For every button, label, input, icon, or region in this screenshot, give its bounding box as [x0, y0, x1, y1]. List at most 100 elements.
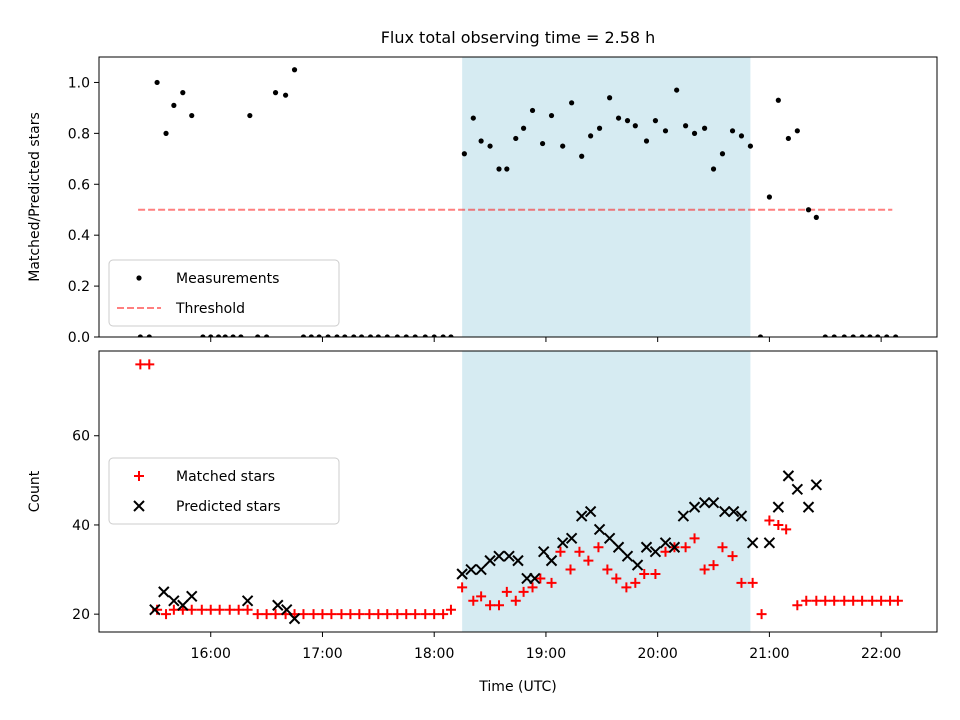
matched-stars-point [736, 577, 747, 588]
predicted-stars-point [603, 532, 616, 545]
predicted-stars-point [556, 537, 569, 549]
predicted-stars-point [529, 572, 541, 585]
legend-measurement-marker [136, 275, 142, 281]
legend-label: Matched stars [176, 469, 275, 485]
matched-stars-point [224, 604, 235, 615]
x-tick-label: 21:00 [749, 646, 789, 662]
measurement-point [222, 334, 228, 337]
predicted-stars-point [631, 559, 644, 571]
measurement-point [674, 87, 680, 93]
measurement-point [448, 334, 454, 337]
plot-marks [135, 359, 903, 625]
predicted-stars-point [456, 568, 468, 580]
matched-stars-point [270, 609, 281, 620]
predicted-stars-point [649, 546, 662, 558]
y-tick-label: 1.0 [68, 75, 90, 91]
matched-stars-point [168, 604, 179, 615]
matched-stars-point [308, 609, 319, 620]
matched-stars-point [717, 542, 728, 553]
y-axis-label: Matched/Predicted stars [27, 112, 43, 282]
predicted-stars-point [565, 532, 578, 545]
matched-stars-point [593, 542, 604, 553]
matched-stars-point [839, 595, 850, 606]
axes-frame [98, 350, 938, 633]
y-tick-label: 0.2 [68, 279, 90, 295]
measurement-point [683, 123, 689, 129]
matched-stars-point [527, 582, 538, 593]
predicted-stars-point [475, 563, 487, 576]
matched-stars-point [583, 555, 594, 566]
matched-stars-point [317, 609, 328, 620]
measurement-point [805, 207, 812, 213]
measurement-point [487, 143, 493, 149]
matched-stars-point [611, 573, 622, 584]
y-tick-label: 0.6 [68, 177, 90, 193]
matched-stars-point [135, 359, 146, 370]
measurement-point [831, 334, 837, 337]
measurement-point [504, 166, 510, 172]
matched-stars-point [680, 542, 691, 553]
y-tick-label: 20 [72, 607, 90, 623]
predicted-stars-point [727, 505, 740, 518]
predicted-stars-point [718, 505, 731, 518]
matched-stars-point [410, 609, 421, 620]
measurement-point [513, 135, 519, 142]
measurement-point [375, 334, 381, 337]
predicted-stars-point [512, 554, 524, 567]
matched-stars-point [382, 609, 393, 620]
predicted-stars-point [593, 523, 606, 536]
predicted-stars-point [763, 537, 776, 549]
measurement-point [560, 143, 566, 149]
matched-stars-point [214, 604, 225, 615]
measurement-point [440, 334, 446, 337]
measurement-point [431, 334, 437, 337]
matched-stars-point [689, 533, 700, 544]
measurement-point [137, 334, 143, 337]
measurement-point [520, 125, 527, 131]
measurement-point [264, 334, 270, 337]
x-tick-label: 20:00 [637, 646, 677, 662]
predicted-stars-point [707, 496, 720, 509]
measurement-point [154, 79, 160, 86]
predicted-stars-point [621, 550, 634, 562]
bottom-panel-counts: 20 40 60 16:00 17:00 18:00 19:00 20:00 21:00 22:0… [27, 350, 938, 662]
matched-stars-point [876, 595, 887, 606]
matched-stars-point [792, 600, 803, 611]
legend-box [108, 457, 340, 525]
measurement-point [710, 166, 717, 172]
matched-stars-point [196, 604, 207, 615]
measurement-point [729, 128, 736, 134]
matched-stars-point [857, 595, 868, 606]
matched-stars-point [708, 560, 719, 571]
predicted-stars-point [465, 563, 477, 576]
matched-stars-point [518, 586, 529, 597]
top-panel-ratio: 0.0 0.2 0.4 0.6 0.8 1.0 Matched/Predicted star… [27, 56, 938, 346]
predicted-stars-point [640, 541, 653, 553]
y-tick-label: 0.8 [68, 126, 90, 142]
measurement-point [461, 151, 467, 157]
x-tick-label: 19:00 [526, 646, 566, 662]
predicted-stars-point [484, 554, 496, 567]
measurement-point [766, 194, 773, 200]
matched-stars-point [781, 524, 792, 535]
measurement-point [351, 334, 357, 337]
matched-stars-point [364, 609, 375, 620]
y-axis-label: Count [27, 470, 43, 512]
measurement-point [596, 125, 603, 131]
measurement-point [282, 92, 289, 98]
observing-span [462, 57, 751, 337]
measurement-point [893, 334, 899, 337]
y-tick-label: 0.0 [68, 330, 90, 346]
measurement-point [208, 334, 214, 337]
legend-predicted-marker [133, 500, 145, 512]
matched-stars-point [494, 600, 505, 611]
predicted-stars-point [158, 586, 170, 598]
predicted-stars-point [503, 550, 515, 562]
matched-stars-point [242, 604, 253, 615]
measurement-point [180, 90, 186, 96]
matched-stars-point [336, 609, 347, 620]
measurement-point [200, 334, 206, 337]
x-tick-label: 17:00 [302, 646, 342, 662]
y-tick-label: 60 [72, 429, 90, 445]
measurement-point [701, 125, 708, 131]
